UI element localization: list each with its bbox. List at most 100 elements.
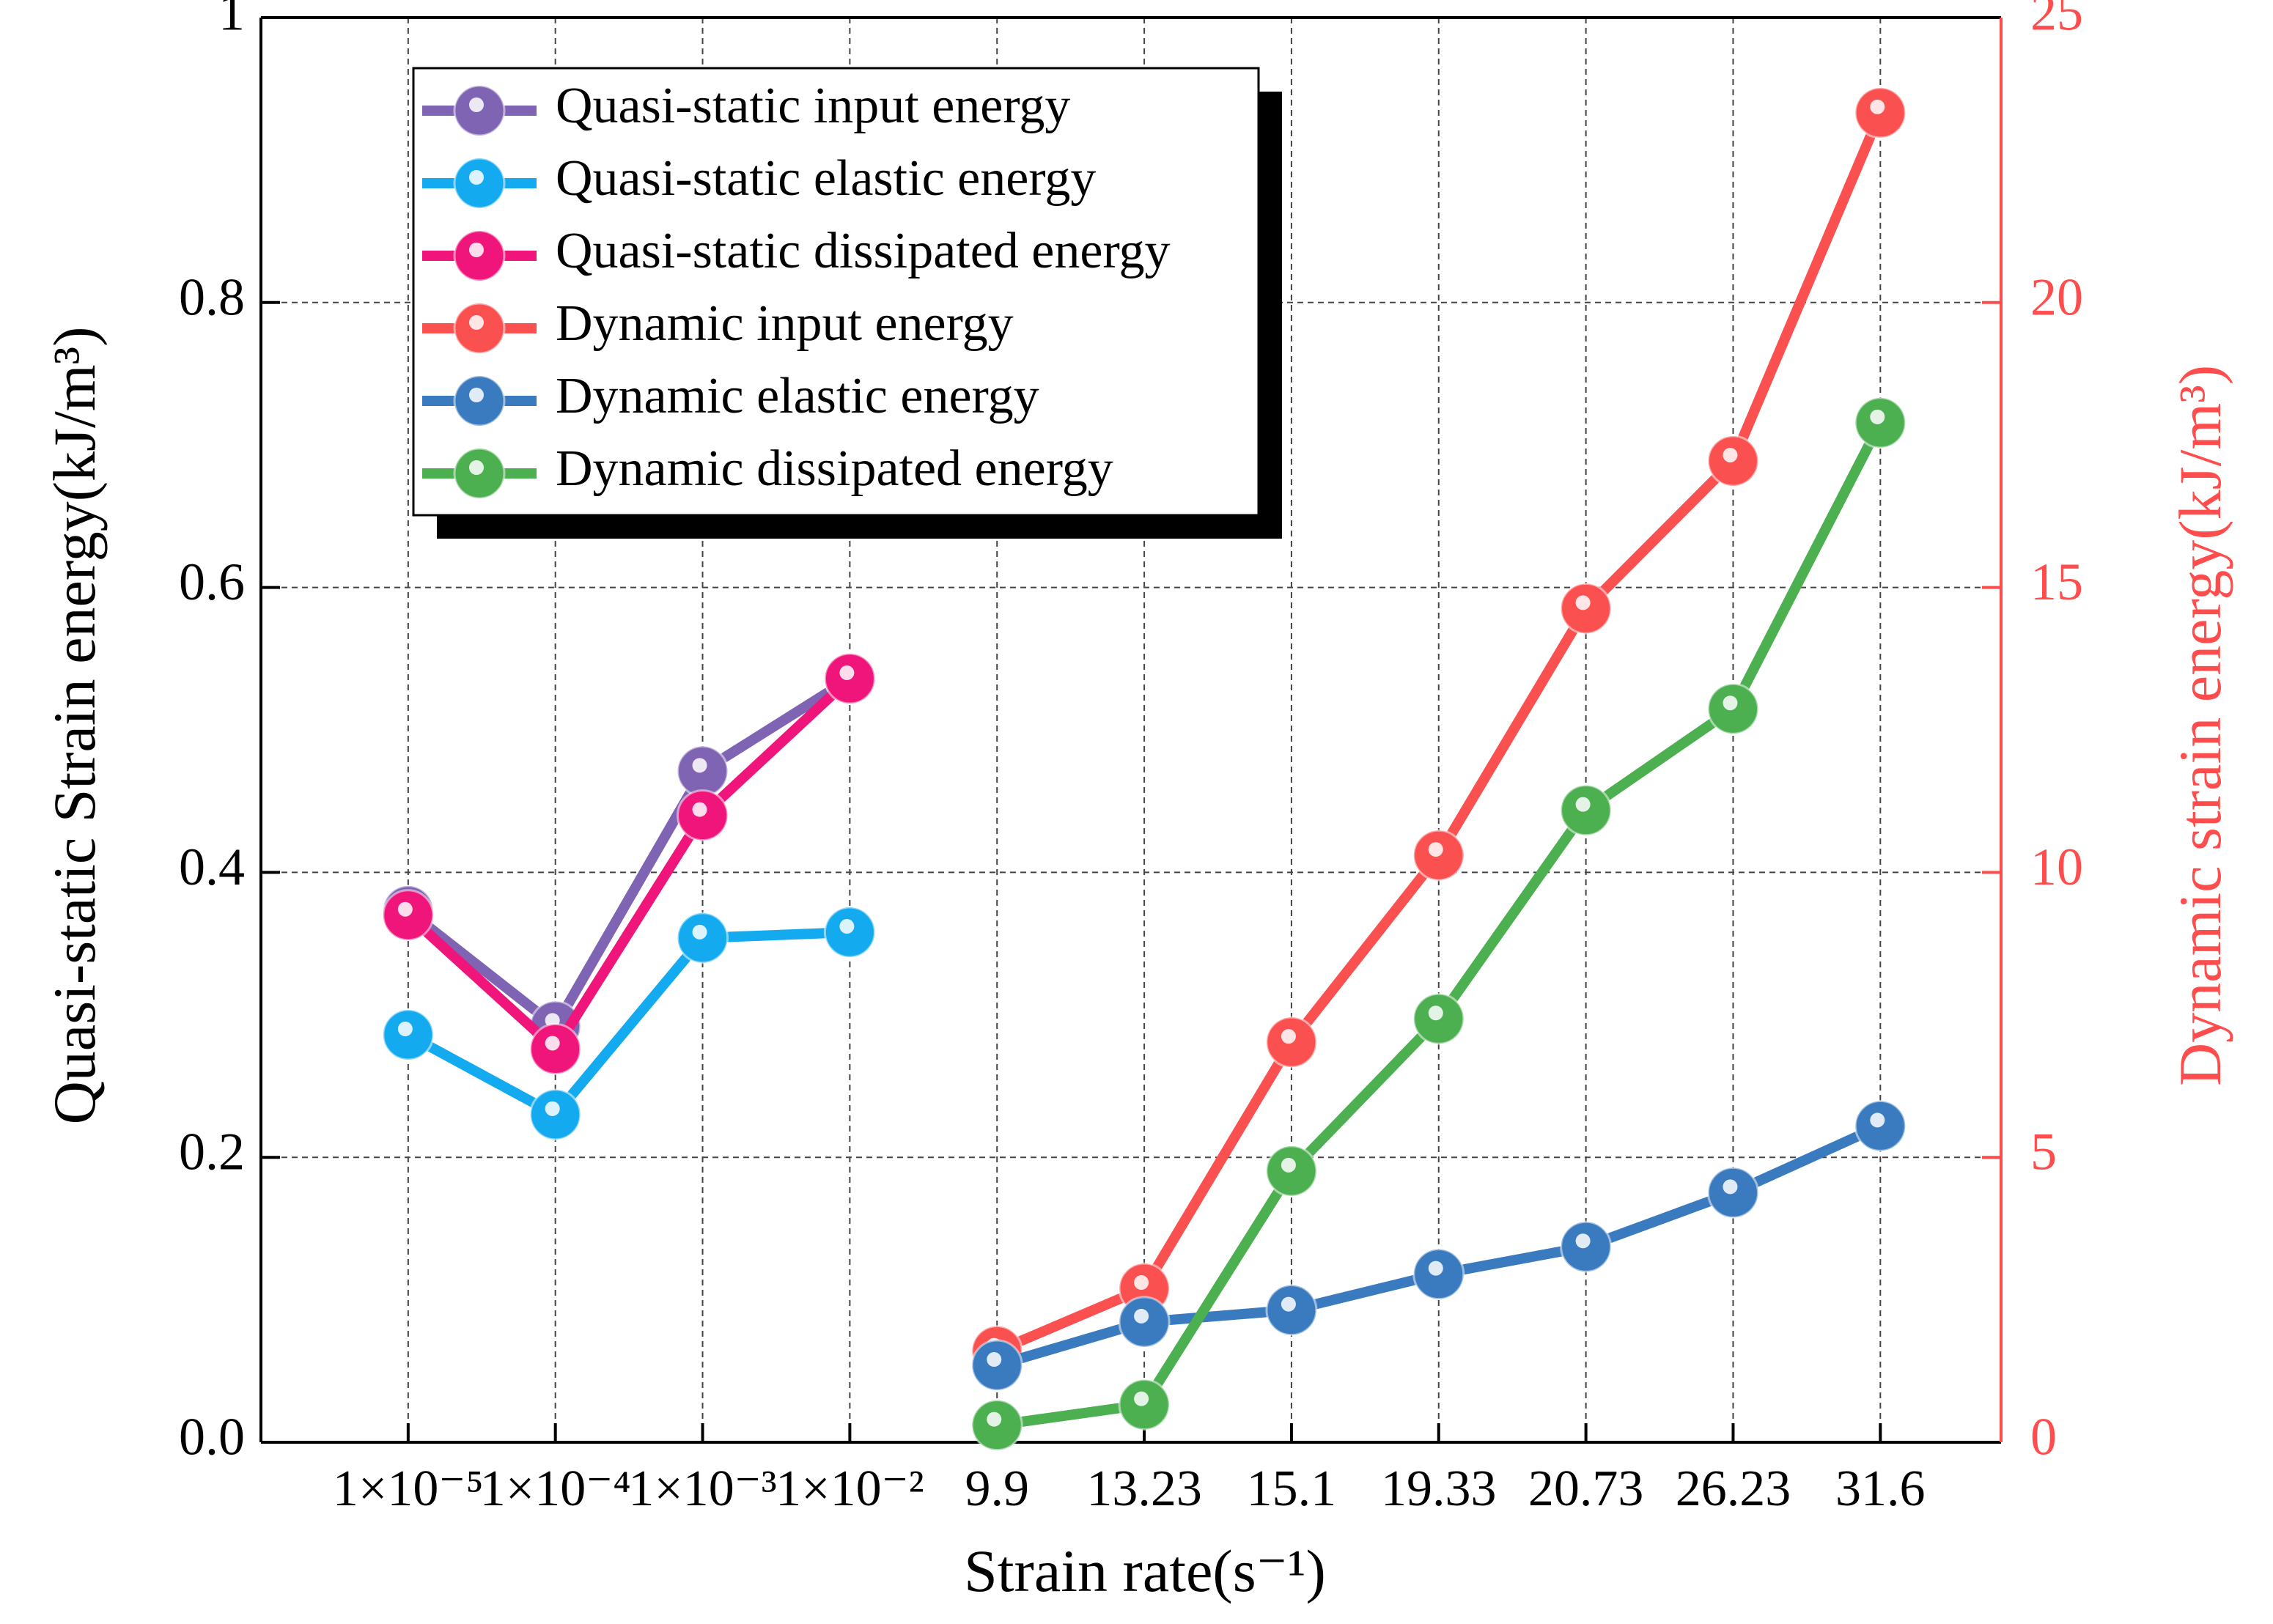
marker-highlight: [469, 460, 484, 475]
y2-tick-label: 25: [2030, 0, 2083, 42]
x-tick-label: 31.6: [1835, 1461, 1926, 1517]
marker-highlight: [692, 758, 707, 773]
marker-highlight: [469, 243, 484, 257]
legend-label: Dynamic dissipated energy: [556, 440, 1113, 497]
marker: [1706, 682, 1759, 735]
legend-marker: [453, 229, 506, 282]
x-tick-label: 1×10⁻²: [776, 1461, 924, 1517]
marker-highlight: [1723, 1179, 1738, 1195]
marker: [529, 1022, 582, 1075]
marker-highlight: [469, 170, 484, 185]
marker-highlight: [1870, 99, 1885, 114]
marker: [1560, 1220, 1613, 1273]
marker: [677, 789, 729, 842]
marker: [1412, 1248, 1465, 1301]
marker: [823, 906, 876, 959]
marker: [1854, 1099, 1907, 1152]
marker: [823, 652, 876, 705]
marker: [529, 1088, 582, 1141]
y2-tick-label: 0: [2030, 1408, 2057, 1466]
x-tick-label: 26.23: [1676, 1461, 1791, 1517]
series-line: [405, 927, 850, 1120]
y2-tick-label: 20: [2030, 267, 2083, 326]
y2-axis-label: Dynamic strain energy(kJ/m³): [2167, 365, 2233, 1086]
x-tick-label: 19.33: [1381, 1461, 1497, 1517]
marker-highlight: [1575, 797, 1591, 812]
marker-highlight: [1428, 842, 1443, 857]
x-tick-label: 9.9: [965, 1461, 1029, 1517]
y-tick-label: 0.6: [179, 553, 245, 611]
marker-highlight: [1281, 1029, 1296, 1044]
marker-highlight: [692, 924, 707, 940]
marker-highlight: [397, 901, 413, 917]
series-line: [405, 674, 853, 1032]
marker-highlight: [1428, 1005, 1443, 1021]
y-axis-label: Quasi-static Strain energy(kJ/m³): [41, 327, 108, 1125]
marker: [1706, 435, 1759, 487]
marker: [970, 1339, 1023, 1392]
marker-highlight: [839, 919, 855, 934]
marker: [1265, 1145, 1318, 1197]
marker-highlight: [1870, 1112, 1885, 1128]
marker-highlight: [469, 315, 484, 330]
y-tick-label: 0.4: [179, 838, 245, 896]
y-tick-label: 0.8: [179, 267, 245, 326]
marker: [970, 1399, 1023, 1452]
marker: [1265, 1016, 1318, 1068]
marker-highlight: [839, 665, 855, 681]
y-tick-label: 1: [218, 0, 245, 42]
x-tick-label: 1×10⁻³: [628, 1461, 776, 1517]
y-tick-label: 0.0: [179, 1408, 245, 1466]
marker-highlight: [987, 1352, 1002, 1368]
x-tick-label: 13.23: [1086, 1461, 1202, 1517]
marker: [1560, 784, 1613, 837]
legend-marker: [453, 374, 506, 427]
marker-highlight: [692, 802, 707, 817]
marker-highlight: [1134, 1308, 1149, 1324]
marker: [1560, 582, 1613, 635]
marker-highlight: [1723, 447, 1738, 462]
legend-label: Quasi-static elastic energy: [556, 150, 1096, 207]
marker-highlight: [987, 1411, 1002, 1427]
marker-highlight: [1281, 1296, 1296, 1312]
marker-highlight: [397, 1022, 413, 1037]
y2-tick-label: 15: [2030, 553, 2083, 611]
marker-highlight: [1575, 595, 1591, 610]
marker-highlight: [1428, 1261, 1443, 1276]
marker: [382, 1008, 435, 1061]
marker: [1706, 1166, 1759, 1219]
marker: [382, 889, 435, 942]
marker: [1854, 86, 1907, 139]
legend-marker: [453, 302, 506, 355]
marker-highlight: [1281, 1157, 1296, 1173]
x-tick-label: 15.1: [1247, 1461, 1337, 1517]
marker: [1118, 1378, 1171, 1431]
x-tick-label: 1×10⁻⁴: [480, 1461, 631, 1517]
x-tick-label: 20.73: [1528, 1461, 1644, 1517]
marker-highlight: [469, 388, 484, 402]
marker: [677, 745, 729, 797]
marker-highlight: [545, 1036, 560, 1051]
marker-highlight: [1870, 409, 1885, 424]
y-tick-label: 0.2: [179, 1123, 245, 1181]
marker: [1412, 992, 1465, 1045]
legend-marker: [453, 84, 506, 137]
marker: [1854, 396, 1907, 449]
marker: [677, 912, 729, 964]
x-axis-label: Strain rate(s⁻¹): [964, 1538, 1326, 1604]
marker-highlight: [1134, 1275, 1149, 1291]
legend-label: Dynamic input energy: [556, 295, 1014, 352]
marker-highlight: [545, 1101, 560, 1116]
marker-highlight: [1575, 1233, 1591, 1249]
legend-label: Dynamic elastic energy: [556, 368, 1039, 424]
y2-tick-label: 5: [2030, 1123, 2057, 1181]
legend-label: Quasi-static dissipated energy: [556, 223, 1171, 279]
marker: [1118, 1296, 1171, 1348]
marker: [1412, 829, 1465, 882]
marker-highlight: [1134, 1391, 1149, 1406]
series-line: [405, 674, 854, 1055]
legend-box: [412, 67, 1260, 517]
y2-tick-label: 10: [2030, 838, 2083, 896]
